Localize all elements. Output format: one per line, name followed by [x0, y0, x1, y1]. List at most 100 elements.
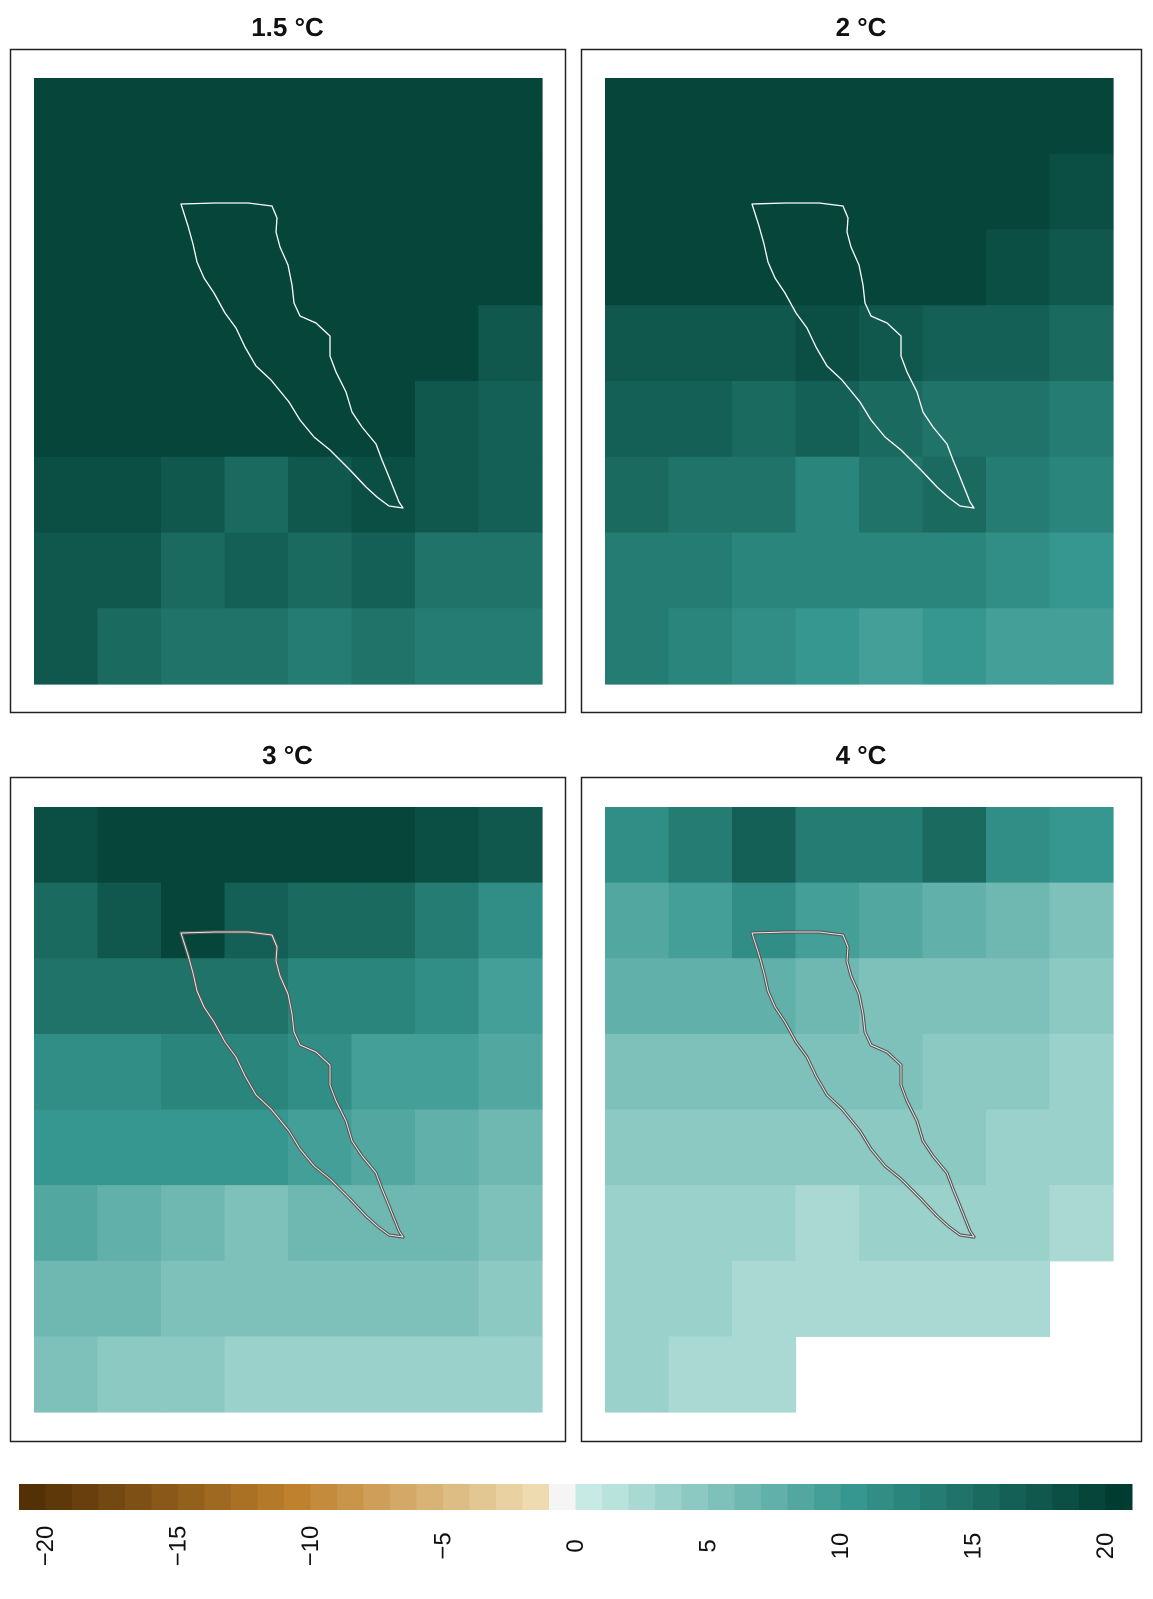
colorbar-swatch — [946, 1484, 974, 1510]
heatmap-cell — [97, 1033, 162, 1111]
panel-title: 4 °C — [836, 740, 887, 770]
heatmap-cell — [1049, 1109, 1114, 1186]
heatmap-cell — [351, 807, 416, 884]
heatmap-cell — [795, 229, 860, 306]
colorbar-tick-label: 20 — [1092, 1533, 1119, 1560]
heatmap-cell — [1049, 381, 1114, 458]
heatmap-cell — [351, 381, 416, 458]
heatmap-cell — [161, 1260, 226, 1337]
heatmap-cell — [605, 958, 670, 1035]
heatmap-cell — [922, 1260, 987, 1337]
heatmap-cell — [415, 532, 480, 609]
heatmap-cell — [478, 532, 543, 609]
heatmap-cell — [795, 532, 860, 609]
panel-title: 2 °C — [836, 12, 887, 42]
heatmap-cell — [224, 381, 289, 458]
heatmap-cell — [34, 153, 99, 231]
heatmap-cell — [34, 807, 99, 884]
heatmap-cell — [986, 958, 1051, 1035]
heatmap-cell — [605, 78, 670, 155]
heatmap-cell — [859, 1033, 924, 1111]
colorbar-swatch — [1026, 1484, 1053, 1510]
heatmap-cell — [288, 807, 353, 884]
heatmap-cell — [34, 305, 99, 382]
colorbar-swatch — [655, 1484, 682, 1510]
heatmap-cell — [224, 1260, 289, 1337]
heatmap-cell — [668, 807, 733, 884]
colorbar-swatch — [761, 1484, 788, 1510]
colorbar-tick-label: −15 — [165, 1526, 192, 1567]
colorbar-swatch — [973, 1484, 1000, 1510]
panel-frame — [580, 776, 1143, 1443]
heatmap-cell — [288, 1185, 353, 1262]
heatmap-cell — [97, 381, 162, 458]
panel-frame — [9, 48, 567, 714]
heatmap-cell — [668, 78, 733, 155]
heatmap-cell — [288, 153, 353, 231]
colorbar-swatch — [231, 1484, 258, 1510]
heatmap-cell — [986, 608, 1051, 685]
heatmap-cell — [288, 78, 353, 155]
heatmap-cell — [668, 608, 733, 685]
heatmap-cell — [415, 1109, 480, 1186]
heatmap-cell — [34, 1109, 99, 1186]
heatmap-cell — [1049, 958, 1114, 1035]
heatmap-cell — [732, 78, 797, 155]
heatmap-cell — [986, 807, 1051, 884]
heatmap-cell — [859, 78, 924, 155]
heatmap-cell — [97, 78, 162, 155]
heatmap-cell — [986, 229, 1051, 306]
heatmap-cell — [415, 882, 480, 959]
heatmap-cell — [668, 1033, 733, 1111]
heatmap-cell — [478, 807, 543, 884]
heatmap-cell — [478, 1260, 543, 1337]
colorbar-swatch — [1052, 1484, 1080, 1510]
heatmap-cell — [224, 456, 289, 534]
heatmap-cell — [668, 1109, 733, 1186]
panel-title: 3 °C — [262, 740, 313, 770]
colorbar-swatch — [469, 1484, 497, 1510]
heatmap-cell — [605, 1336, 670, 1413]
colorbar-tick-label: 0 — [562, 1539, 589, 1552]
heatmap-cell — [351, 532, 416, 609]
heatmap-cell — [986, 78, 1051, 155]
heatmap-cell — [415, 1336, 480, 1413]
heatmap-cell — [1049, 153, 1114, 231]
colorbar-swatch — [920, 1484, 947, 1510]
heatmap-cell — [224, 305, 289, 382]
heatmap-cell — [859, 958, 924, 1035]
heatmap-cell — [986, 1185, 1051, 1262]
heatmap-cell — [415, 78, 480, 155]
heatmap-cell — [605, 532, 670, 609]
heatmap-cell — [224, 1185, 289, 1262]
colorbar-swatch — [999, 1484, 1027, 1510]
heatmap-cell — [351, 456, 416, 534]
heatmap-cell — [161, 882, 226, 959]
heatmap-cell — [859, 807, 924, 884]
heatmap-cell — [415, 1260, 480, 1337]
heatmap-cell — [415, 807, 480, 884]
heatmap-cell — [478, 229, 543, 306]
colorbar-swatch — [681, 1484, 709, 1510]
heatmap-cell — [986, 153, 1051, 231]
colorbar-swatch — [337, 1484, 364, 1510]
colorbar-swatch — [257, 1484, 285, 1510]
heatmap-cell — [668, 229, 733, 306]
heatmap-cell — [288, 958, 353, 1035]
heatmap-cell — [732, 807, 797, 884]
colorbar-tick-label: −5 — [430, 1532, 457, 1559]
heatmap-cell — [605, 1260, 670, 1337]
colorbar-swatch — [151, 1484, 179, 1510]
heatmap-cell — [415, 1185, 480, 1262]
map-panel: 1.5 °C — [9, 12, 567, 714]
heatmap-cell — [732, 1109, 797, 1186]
heatmap-cell — [288, 532, 353, 609]
heatmap-cell — [415, 958, 480, 1035]
heatmap-cell — [34, 78, 99, 155]
heatmap-cell — [224, 882, 289, 959]
map-panel: 2 °C — [580, 12, 1143, 714]
heatmap-cell — [986, 532, 1051, 609]
heatmap-cell — [478, 381, 543, 458]
heatmap-cell — [732, 532, 797, 609]
